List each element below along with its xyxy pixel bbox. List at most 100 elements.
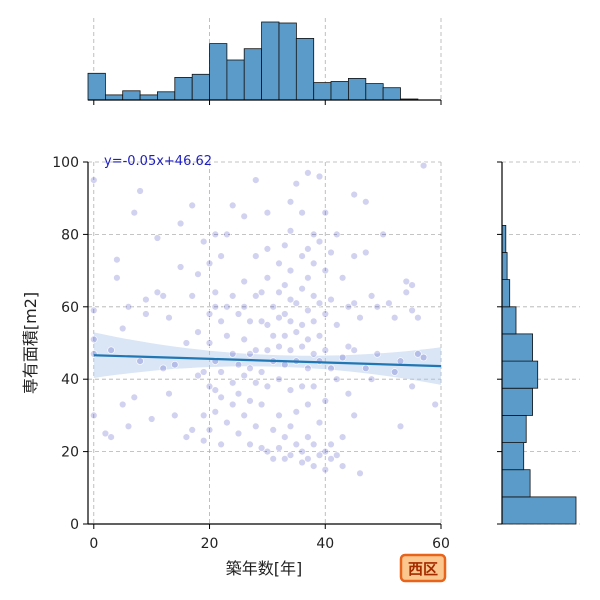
scatter-point	[165, 390, 173, 398]
scatter-point	[292, 328, 300, 336]
scatter-point	[252, 292, 260, 300]
scatter-point	[362, 198, 370, 206]
y-tick-label: 60	[61, 300, 79, 316]
scatter-point	[391, 368, 399, 376]
scatter-point	[234, 429, 243, 438]
scatter-point	[275, 411, 283, 420]
x-tick-label: 20	[201, 536, 219, 552]
scatter-point	[350, 190, 358, 199]
scatter-point	[217, 317, 225, 325]
top-histogram-bar	[347, 78, 367, 101]
scatter-point	[252, 422, 260, 430]
scatter-point	[223, 230, 231, 239]
top-histogram-bar	[330, 81, 349, 101]
scatter-point	[217, 393, 225, 401]
scatter-point	[171, 411, 179, 420]
scatter-point	[269, 332, 277, 340]
scatter-point	[240, 411, 248, 420]
scatter-point	[118, 324, 127, 333]
scatter-point	[263, 346, 272, 354]
scatter-point	[252, 176, 260, 184]
x-tick-label: 0	[89, 536, 98, 552]
regression-line	[93, 354, 442, 368]
scatter-point	[338, 433, 347, 441]
scatter-point	[327, 295, 335, 304]
scatter-point	[263, 245, 272, 253]
top-histogram-bar	[174, 77, 193, 101]
scatter-point	[257, 368, 266, 376]
scatter-point	[373, 350, 381, 358]
scatter-point	[281, 433, 289, 441]
scatter-point	[223, 303, 231, 311]
scatter-point	[205, 310, 214, 318]
scatter-point	[90, 306, 98, 315]
scatter-point	[176, 219, 185, 228]
scatter-point	[315, 418, 324, 427]
scatter-point	[333, 230, 341, 239]
scatter-point	[124, 303, 133, 311]
scatter-point	[321, 397, 329, 405]
scatter-point	[338, 462, 347, 470]
scatter-point	[310, 317, 318, 325]
scatter-point	[414, 314, 422, 322]
scatter-point	[333, 451, 341, 459]
top-histogram-bar	[261, 21, 280, 101]
scatter-point	[275, 259, 283, 268]
scatter-point	[321, 209, 329, 217]
scatter-point	[246, 317, 254, 325]
scatter-point	[229, 379, 237, 387]
scatter-point	[211, 303, 220, 311]
scatter-point	[223, 332, 231, 340]
top-histogram-bar	[139, 94, 158, 101]
scatter-point	[205, 259, 214, 268]
scatter-point	[275, 314, 283, 322]
scatter-point	[148, 415, 156, 423]
right-histogram-bar	[501, 279, 511, 308]
scatter-point	[396, 357, 405, 365]
scatter-point	[419, 161, 428, 170]
scatter-point	[223, 418, 231, 427]
scatter-point	[292, 299, 300, 307]
scatter-point	[373, 303, 381, 311]
scatter-point	[113, 274, 121, 282]
scatter-point	[136, 187, 144, 195]
scatter-point	[188, 292, 196, 300]
scatter-point	[315, 172, 324, 181]
scatter-point	[304, 400, 312, 409]
scatter-point	[205, 426, 214, 434]
scatter-point	[257, 400, 266, 409]
scatter-point	[327, 248, 335, 257]
scatter-point	[286, 198, 295, 206]
scatter-point	[391, 314, 399, 322]
scatter-point	[298, 209, 306, 217]
scatter-point	[275, 375, 283, 383]
scatter-point	[408, 382, 416, 391]
scatter-point	[281, 310, 289, 318]
scatter-point	[292, 440, 300, 449]
scatter-point	[211, 386, 220, 394]
scatter-point	[101, 429, 110, 438]
top-histogram-bar	[243, 48, 262, 101]
scatter-point	[263, 209, 272, 217]
scatter-point	[211, 288, 220, 296]
scatter-point	[321, 447, 329, 456]
main-plot: 0 20 40 60 0 20 40 60 80 100	[52, 155, 450, 552]
scatter-point	[281, 241, 289, 250]
x-axis-title: 築年数[年]	[226, 559, 303, 578]
scatter-point	[188, 201, 196, 210]
scatter-point	[188, 426, 196, 434]
y-tick-label: 80	[61, 227, 79, 243]
right-histogram-bar	[501, 414, 527, 443]
scatter-point	[217, 440, 225, 449]
scatter-point	[408, 306, 416, 315]
right-histogram-bar	[501, 387, 534, 416]
scatter-point	[229, 292, 237, 300]
top-histogram	[87, 18, 442, 105]
scatter-point	[315, 237, 324, 246]
scatter-point	[275, 288, 283, 296]
scatter-point	[281, 281, 289, 289]
scatter-point	[304, 364, 312, 372]
scatter-point	[327, 364, 335, 372]
scatter-point	[350, 299, 358, 307]
